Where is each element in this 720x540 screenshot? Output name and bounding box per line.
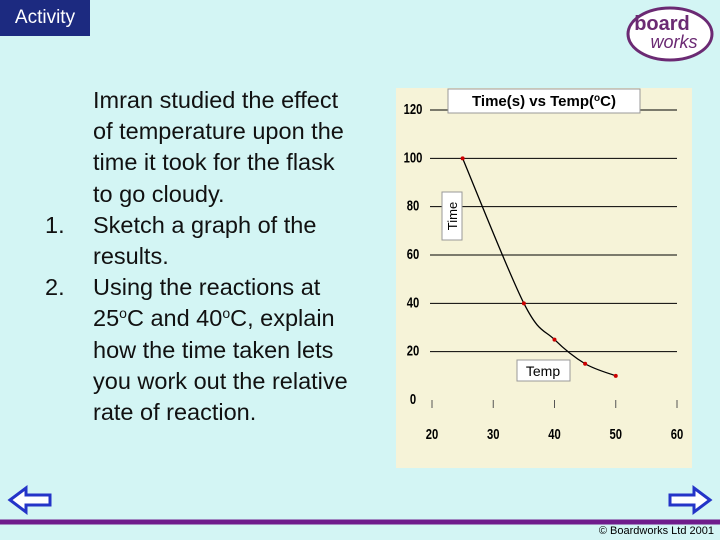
x-tick-label: 30 (487, 425, 500, 442)
next-arrow[interactable] (668, 485, 713, 515)
text: rate of reaction. (93, 399, 257, 426)
activity-label: Activity (0, 0, 90, 36)
y-tick-label: 60 (407, 245, 420, 262)
title-box (447, 88, 641, 114)
text-line: time it took for the flask (45, 147, 348, 178)
data-point (460, 156, 465, 161)
title-segment: Time(s) vs Temp( (472, 93, 594, 110)
text-line: you work out the relative (45, 366, 348, 397)
title-superscript: o (594, 93, 600, 104)
x-label-box (516, 359, 571, 382)
item-number: 1. (45, 211, 65, 238)
text-line: results. (45, 241, 348, 272)
y-tick-label: 40 (407, 294, 420, 311)
text: results. (93, 243, 169, 270)
text-line: how the time taken lets (45, 335, 348, 366)
x-tick-label: 20 (426, 425, 439, 442)
question-text: Imran studied the effect of temperature u… (45, 85, 348, 428)
x-tick-label: 40 (548, 425, 561, 442)
data-point (583, 361, 588, 366)
text: Sketch a graph of the (93, 211, 317, 238)
text: how the time taken lets (93, 336, 334, 363)
y-tick-label: 20 (407, 342, 420, 359)
plot: 0 20 40 60 80 100 120 20 30 40 50 60 Time(s) vs Temp… (404, 88, 684, 442)
x-axis-label: Temp (526, 363, 560, 379)
superscript: o (119, 305, 127, 322)
text-line: to go cloudy. (45, 179, 348, 210)
y-tick-label: 80 (407, 197, 420, 214)
y-label-box (441, 191, 463, 241)
x-tick-label: 60 (671, 425, 684, 442)
chart-title: Time(s) vs Temp(oC) (472, 93, 616, 110)
logo-text: works (650, 32, 697, 52)
text: Imran studied the effect (93, 87, 339, 113)
chart-panel (396, 88, 692, 468)
item-number: 2. (45, 274, 65, 301)
text-line: 25oC and 40oC, explain (45, 303, 348, 334)
logo-text: board (634, 13, 690, 35)
data-point (521, 301, 526, 306)
data-point (552, 337, 557, 342)
x-tick-label: 50 (609, 425, 622, 442)
logo (626, 6, 714, 62)
superscript: o (222, 305, 231, 322)
y-tick-label: 100 (404, 149, 423, 166)
y-axis-label: Time (445, 202, 460, 230)
title-segment: C) (600, 93, 616, 110)
text-segment: C, explain (230, 305, 335, 332)
y-tick-label: 120 (404, 100, 423, 117)
text-segment: C and 40 (126, 305, 223, 332)
text-segment: 25 (93, 305, 120, 332)
text-line: Using the reactions at 2. (45, 272, 348, 303)
y-tick-label: 0 (410, 390, 416, 407)
text-line: of temperature upon the (45, 116, 348, 147)
text-line: rate of reaction. (45, 397, 348, 428)
prev-arrow[interactable] (7, 485, 52, 515)
text: to go cloudy. (93, 180, 225, 207)
text: Using the reactions at (93, 274, 321, 301)
text: you work out the relative (93, 367, 348, 394)
text: time it took for the flask (93, 149, 335, 176)
copyright: © Boardworks Ltd 2001 (599, 525, 714, 537)
text: of temperature upon the (93, 118, 344, 145)
text-line: Imran studied the effect (45, 85, 348, 116)
data-point (613, 373, 618, 378)
curve (462, 158, 616, 377)
text-line: Sketch a graph of the 1. (45, 210, 348, 241)
